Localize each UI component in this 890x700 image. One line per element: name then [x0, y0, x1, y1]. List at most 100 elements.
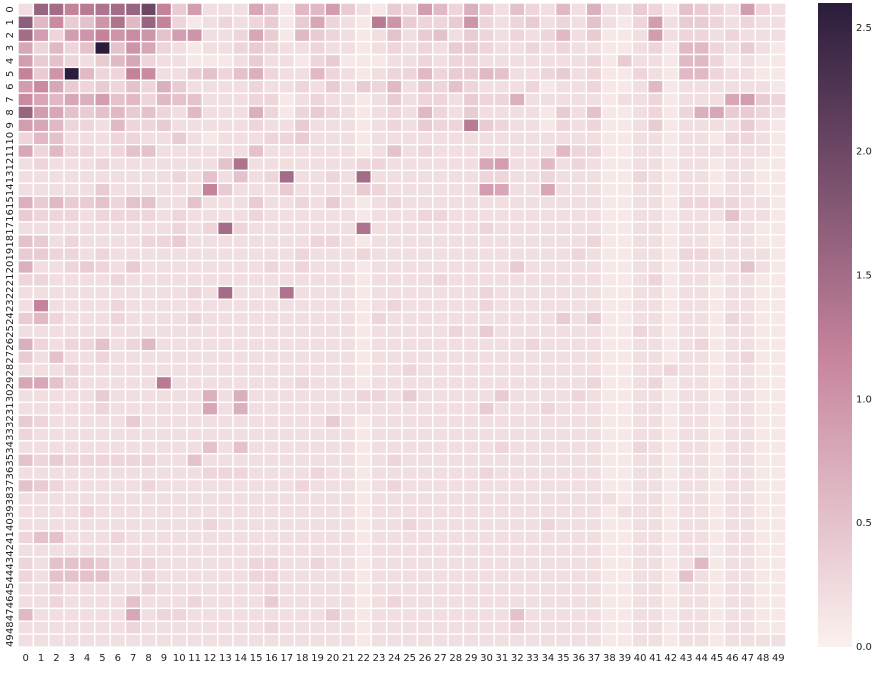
- heatmap-cell: [708, 131, 726, 146]
- heatmap-cell: [493, 79, 511, 94]
- heatmap-cell: [109, 195, 127, 210]
- heatmap-cell: [232, 414, 250, 429]
- heatmap-cell: [293, 530, 311, 545]
- heatmap-cell: [539, 388, 557, 403]
- heatmap-cell: [155, 478, 173, 494]
- heatmap-cell: [539, 234, 557, 249]
- heatmap-cell: [278, 504, 296, 519]
- heatmap-cell: [17, 581, 35, 597]
- heatmap-cell: [309, 66, 326, 81]
- heatmap-cell: [293, 156, 311, 172]
- heatmap-cell: [600, 221, 618, 236]
- heatmap-cell: [585, 569, 603, 584]
- heatmap-cell: [201, 247, 219, 262]
- heatmap-cell: [78, 581, 96, 597]
- heatmap-cell: [155, 208, 173, 223]
- heatmap-cell: [17, 465, 35, 481]
- heatmap-cell: [401, 337, 419, 352]
- heatmap-cell: [662, 272, 680, 288]
- heatmap-cell: [78, 53, 96, 69]
- heatmap-cell: [570, 105, 588, 120]
- heatmap-cell: [708, 350, 726, 365]
- heatmap-cell: [524, 491, 541, 507]
- heatmap-cell: [17, 221, 35, 236]
- heatmap-cell: [201, 169, 219, 185]
- heatmap-cell: [769, 118, 787, 133]
- heatmap-cell: [493, 594, 511, 610]
- heatmap-cell: [524, 375, 541, 391]
- heatmap-cell: [324, 118, 342, 133]
- heatmap-cell: [324, 607, 342, 622]
- heatmap-cell: [232, 607, 250, 622]
- heatmap-cell: [693, 478, 710, 494]
- heatmap-cell: [478, 517, 495, 532]
- heatmap-cell: [339, 440, 357, 455]
- heatmap-cell: [247, 543, 265, 558]
- heatmap-cell: [32, 182, 50, 197]
- heatmap-cell: [278, 105, 296, 120]
- heatmap-cell: [432, 118, 449, 133]
- heatmap-cell: [693, 208, 710, 223]
- heatmap-cell: [401, 272, 419, 288]
- heatmap-cell: [447, 362, 465, 378]
- heatmap-cell: [124, 453, 142, 468]
- heatmap-cell: [524, 79, 541, 94]
- heatmap-cell: [493, 92, 511, 107]
- heatmap-cell: [339, 272, 357, 288]
- heatmap-cell: [585, 491, 603, 507]
- heatmap-cell: [78, 259, 96, 275]
- heatmap-cell: [493, 28, 511, 43]
- heatmap-cell: [109, 324, 127, 339]
- heatmap-cell: [247, 79, 265, 94]
- heatmap-cell: [616, 324, 634, 339]
- heatmap-cell: [355, 401, 372, 416]
- heatmap-cell: [339, 66, 357, 81]
- heatmap-cell: [155, 414, 173, 429]
- heatmap-cell: [554, 272, 572, 288]
- heatmap-cell: [677, 195, 695, 210]
- heatmap-cell: [309, 169, 326, 185]
- heatmap-cell: [63, 143, 81, 159]
- heatmap-cell: [693, 234, 710, 249]
- heatmap-cell: [263, 569, 280, 584]
- heatmap-cell: [554, 620, 572, 635]
- heatmap-cell: [124, 169, 142, 185]
- heatmap-cell: [247, 182, 265, 197]
- heatmap-cell: [754, 298, 772, 313]
- heatmap-cell: [539, 195, 557, 210]
- heatmap-cell: [48, 504, 65, 519]
- heatmap-cell: [539, 362, 557, 378]
- heatmap-cell: [432, 272, 449, 288]
- heatmap-cell: [647, 388, 664, 403]
- heatmap-cell: [155, 556, 173, 571]
- heatmap-cell: [739, 53, 756, 69]
- heatmap-cell: [186, 504, 204, 519]
- heatmap-cell: [478, 221, 495, 236]
- heatmap-cell: [263, 182, 280, 197]
- heatmap-cell: [693, 259, 710, 275]
- heatmap-cell: [416, 66, 434, 81]
- heatmap-cell: [647, 607, 664, 622]
- x-tick-label: 49: [772, 653, 785, 664]
- heatmap-cell: [216, 247, 234, 262]
- heatmap-cell: [78, 156, 96, 172]
- heatmap-cell: [401, 569, 419, 584]
- heatmap-cell: [309, 517, 326, 532]
- heatmap-cell: [324, 15, 342, 30]
- heatmap-cell: [616, 465, 634, 481]
- heatmap-cell: [570, 2, 588, 17]
- heatmap-cell: [493, 156, 511, 172]
- heatmap-cell: [723, 414, 741, 429]
- heatmap-cell: [32, 491, 50, 507]
- heatmap-cell: [17, 169, 35, 185]
- heatmap-cell: [355, 388, 372, 403]
- heatmap-cell: [754, 350, 772, 365]
- heatmap-cell: [677, 105, 695, 120]
- heatmap-cell: [63, 182, 81, 197]
- colorbar-gradient: [818, 3, 852, 647]
- heatmap-cell: [216, 543, 234, 558]
- heatmap-cell: [355, 208, 372, 223]
- heatmap-cell: [32, 221, 50, 236]
- y-tick-label: 10: [5, 132, 16, 145]
- heatmap-cell: [432, 221, 449, 236]
